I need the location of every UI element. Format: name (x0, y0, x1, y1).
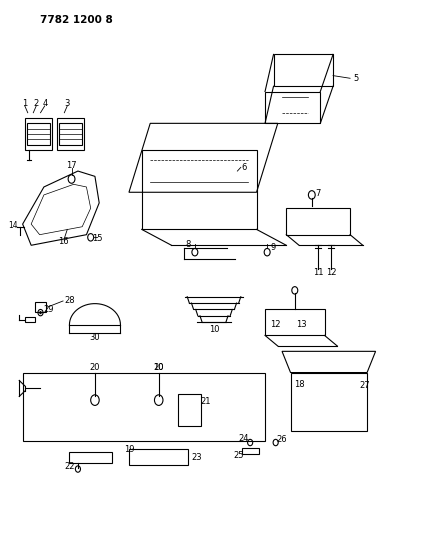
Text: 10: 10 (209, 325, 219, 334)
Text: 28: 28 (64, 296, 75, 305)
Text: 6: 6 (241, 163, 247, 172)
Text: 12: 12 (270, 320, 281, 329)
Text: 18: 18 (294, 379, 304, 389)
Text: 4: 4 (42, 99, 48, 108)
Text: 7782 1200 8: 7782 1200 8 (40, 15, 113, 25)
Text: 20: 20 (90, 363, 100, 372)
Text: 16: 16 (58, 237, 68, 246)
Text: 3: 3 (65, 99, 70, 108)
Text: 25: 25 (233, 451, 244, 461)
Text: 30: 30 (89, 333, 100, 342)
Text: 11: 11 (313, 268, 324, 277)
Text: 8: 8 (185, 240, 190, 249)
Text: 23: 23 (192, 453, 202, 462)
Text: 7: 7 (315, 189, 321, 198)
Text: 13: 13 (296, 320, 306, 329)
Text: 12: 12 (326, 268, 336, 277)
Text: 17: 17 (66, 161, 77, 170)
Text: 10: 10 (153, 363, 163, 372)
Text: 5: 5 (354, 74, 359, 83)
Text: 19: 19 (124, 445, 134, 454)
Text: 15: 15 (92, 234, 102, 243)
Text: 9: 9 (270, 244, 275, 253)
Text: 20: 20 (154, 363, 164, 372)
Text: 22: 22 (64, 462, 74, 471)
Text: 21: 21 (200, 397, 211, 406)
Text: 2: 2 (34, 99, 39, 108)
Text: 14: 14 (9, 221, 18, 230)
Circle shape (39, 311, 42, 314)
Text: 26: 26 (277, 435, 287, 444)
Text: 1: 1 (22, 99, 27, 108)
Text: 24: 24 (238, 434, 249, 443)
Text: 29: 29 (43, 305, 54, 314)
Text: 27: 27 (360, 381, 370, 390)
